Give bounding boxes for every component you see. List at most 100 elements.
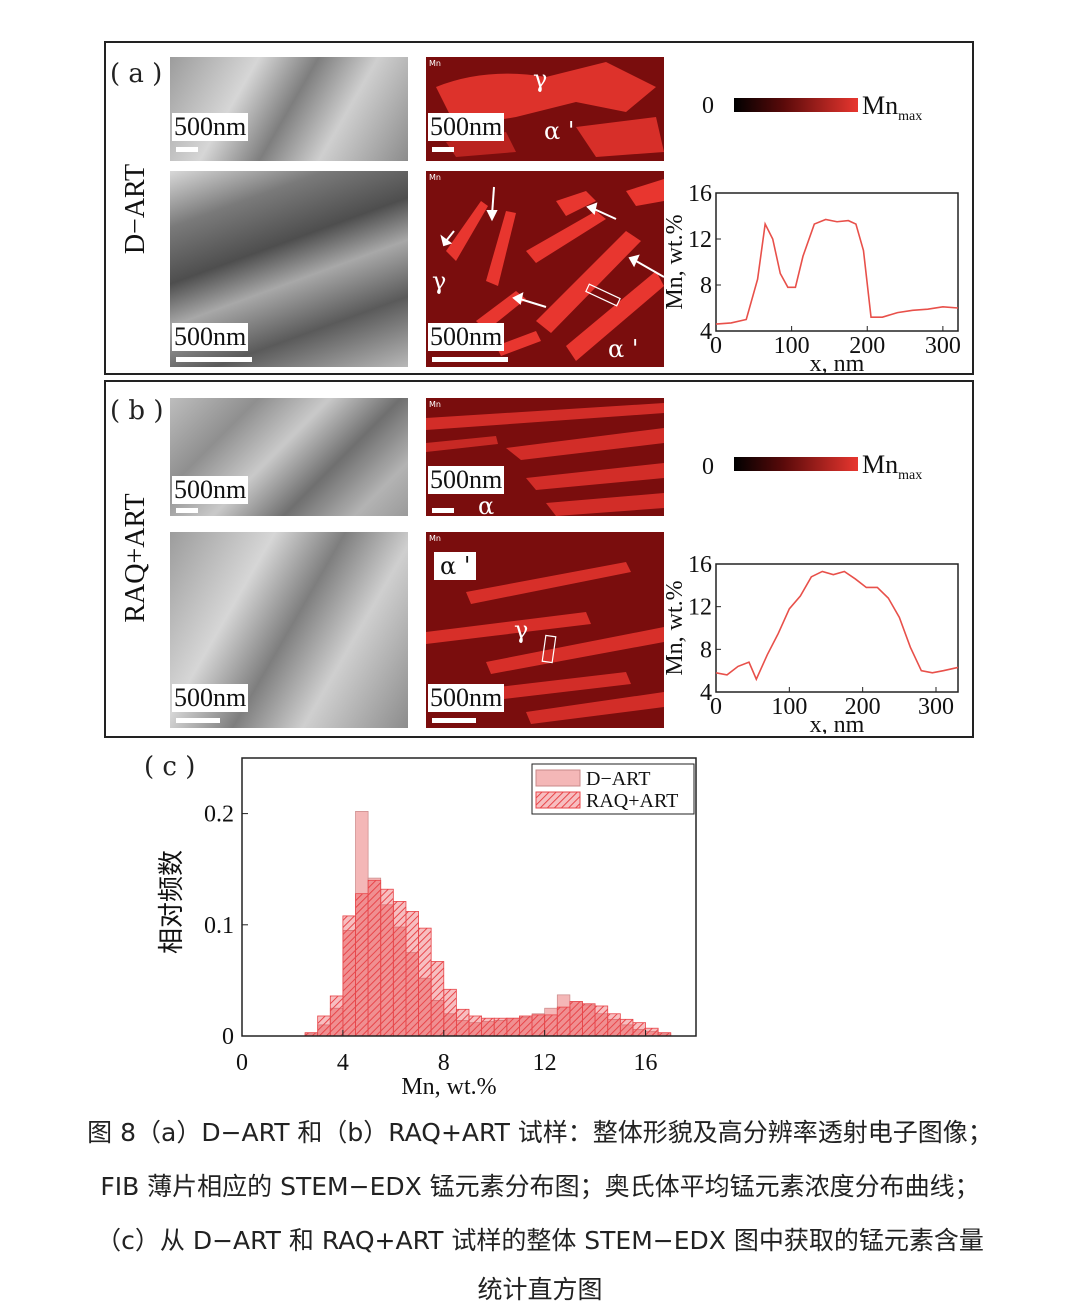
edx-pattern [436, 62, 664, 157]
bar-raq-art [342, 915, 356, 1037]
scale-bar [176, 147, 198, 152]
bar-raq-art [317, 1015, 331, 1037]
bar-raq-art [544, 1014, 558, 1037]
scale-bar [432, 357, 508, 362]
scale-label: 500nm [428, 322, 505, 351]
bar-raq-art [329, 995, 344, 1037]
y-axis-label: 相对频数 [157, 850, 186, 954]
legend-label-raq-art: RAQ+ART [586, 790, 678, 812]
bar-raq-art [556, 1006, 571, 1037]
alpha-label: α ' [544, 117, 575, 145]
bar-raq-art [481, 1017, 495, 1037]
edx-tag: Mn [429, 534, 441, 543]
bar-raq-art [569, 1001, 583, 1037]
y-tick-label: 16 [688, 181, 712, 207]
edx-pattern [440, 179, 664, 361]
scale-bar [176, 718, 220, 723]
caption-line-2: FIB 薄片相应的 STEM−EDX 锰元素分布图；奥氏体平均锰元素浓度分布曲线… [100, 1172, 980, 1201]
bar-raq-art [519, 1015, 533, 1037]
plot-frame [715, 192, 959, 332]
x-tick-label: 0 [710, 333, 722, 359]
caption-line-4: 统计直方图 [477, 1275, 603, 1304]
bar-raq-art [582, 1003, 596, 1037]
y-tick-label: 0 [222, 1024, 234, 1050]
panel-a-row-label: D−ART [120, 163, 151, 255]
bar-raq-art [493, 1017, 508, 1037]
edx-map-a-top: Mn γ α ' 500nm [426, 57, 664, 161]
y-tick-label: 12 [688, 227, 712, 253]
mn-profile-line [715, 570, 959, 682]
scale-bar [432, 718, 476, 723]
mn-profile-line [715, 218, 959, 325]
bar-raq-art [468, 1015, 483, 1037]
bar-raq-art [405, 911, 419, 1037]
panel-b: ( b ) RAQ+ART 500nm Mn 500nm α 0 Mnmax 5… [104, 380, 974, 738]
scale-label: 500nm [172, 475, 249, 504]
alpha-label: α ' [434, 552, 477, 580]
bar-raq-art [380, 888, 394, 1037]
panel-c-tag: ( c ) [144, 752, 196, 782]
panel-a: ( a ) D−ART 500nm Mn γ α ' 500nm 0 Mnmax… [104, 41, 974, 375]
y-axis-label: Mn, wt.% [666, 580, 688, 675]
bar-raq-art [607, 1013, 621, 1037]
tem-image-a-top: 500nm [170, 57, 408, 161]
x-tick-label: 8 [438, 1050, 450, 1076]
x-tick-label: 300 [925, 333, 961, 359]
bar-raq-art [531, 1014, 546, 1037]
caption-line-1: 图 8（a）D−ART 和（b）RAQ+ART 试样：整体形貌及高分辨率透射电子… [87, 1118, 993, 1147]
tem-image-a-bottom: 500nm [170, 171, 408, 367]
colorbar-max-base: Mn [862, 450, 899, 479]
y-tick-label: 8 [700, 273, 712, 299]
scale-label: 500nm [428, 465, 505, 494]
profile-chart-b: 4 8 12 16 0 100 200 300 x, nm Mn, wt.% [666, 552, 959, 734]
y-tick-label: 4 [700, 680, 712, 706]
colorbar-max-sub: max [898, 109, 923, 125]
colorbar-min: 0 [702, 454, 714, 480]
caption-line-3: （c）从 D−ART 和 RAQ+ART 试样的整体 STEM−EDX 图中获取… [96, 1226, 984, 1255]
edx-pattern [426, 562, 664, 724]
panel-b-tag: ( b ) [110, 396, 164, 426]
scale-bar [432, 508, 454, 513]
colorbar-min: 0 [702, 93, 714, 119]
alpha-label: α ' [608, 335, 639, 363]
x-tick-label: 0 [236, 1050, 248, 1076]
scale-label: 500nm [428, 112, 505, 141]
scale-bar [432, 147, 454, 152]
edx-tag: Mn [429, 400, 441, 409]
edx-tag: Mn [429, 173, 441, 182]
alpha-label: α [478, 492, 495, 516]
x-tick-label: 100 [774, 333, 810, 359]
gamma-label: γ [533, 65, 548, 93]
bar-raq-art [355, 893, 369, 1037]
edx-tag: Mn [429, 59, 441, 68]
bar-raq-art [443, 988, 457, 1037]
legend-swatch-d-art [535, 769, 581, 787]
gamma-label: γ [514, 616, 529, 644]
colorbar-max-base: Mn [862, 91, 899, 120]
bar-raq-art [430, 961, 445, 1037]
tem-image-b-bottom: 500nm [170, 532, 408, 728]
gamma-label: γ [432, 267, 447, 295]
panel-a-tag: ( a ) [110, 59, 163, 89]
colorbar-max: Mnmax [862, 450, 922, 484]
scale-label: 500nm [172, 112, 249, 141]
colorbar-max: Mnmax [862, 91, 922, 125]
plot-frame [241, 757, 697, 1037]
edx-map-b-top: Mn 500nm α [426, 398, 664, 516]
x-tick-label: 200 [845, 694, 881, 720]
x-tick-label: 12 [533, 1050, 557, 1076]
colorbar [734, 98, 858, 112]
bar-raq-art [645, 1027, 659, 1037]
y-tick-label: 12 [688, 595, 712, 621]
x-tick-label: 200 [849, 333, 885, 359]
legend-swatch-raq-art [535, 791, 581, 809]
x-tick-label: 300 [918, 694, 954, 720]
scale-label: 500nm [172, 322, 249, 351]
y-tick-label: 8 [700, 637, 712, 663]
bar-raq-art [594, 1005, 609, 1037]
x-axis-label: x, nm [810, 351, 865, 373]
y-tick-label: 0.1 [204, 913, 234, 939]
bar-raq-art [367, 879, 382, 1037]
bar-raq-art [619, 1018, 634, 1037]
edx-pattern [426, 403, 664, 516]
